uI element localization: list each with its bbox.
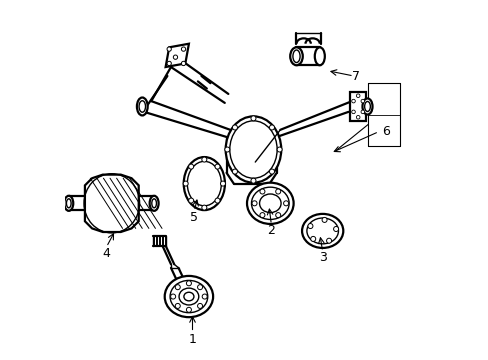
Circle shape: [250, 178, 255, 183]
Circle shape: [356, 94, 359, 98]
Circle shape: [224, 147, 229, 152]
Circle shape: [167, 47, 171, 51]
Ellipse shape: [179, 288, 198, 305]
Circle shape: [202, 157, 206, 162]
Circle shape: [188, 198, 193, 203]
Text: 5: 5: [190, 211, 198, 224]
Circle shape: [215, 164, 220, 169]
Ellipse shape: [302, 214, 343, 248]
Circle shape: [197, 303, 202, 309]
Circle shape: [170, 294, 175, 299]
Circle shape: [307, 224, 312, 229]
Circle shape: [277, 147, 282, 152]
Ellipse shape: [259, 194, 281, 213]
Circle shape: [269, 125, 274, 130]
Circle shape: [181, 61, 185, 66]
Circle shape: [251, 201, 257, 206]
Circle shape: [175, 303, 180, 309]
Circle shape: [202, 205, 206, 210]
Circle shape: [183, 181, 188, 186]
Text: 2: 2: [267, 224, 275, 237]
Circle shape: [220, 181, 225, 186]
Circle shape: [260, 213, 264, 218]
Circle shape: [260, 189, 264, 194]
Circle shape: [232, 169, 237, 174]
Polygon shape: [165, 44, 188, 67]
Text: 4: 4: [102, 247, 110, 260]
Circle shape: [188, 164, 193, 169]
Circle shape: [360, 99, 364, 103]
Circle shape: [283, 201, 288, 206]
Circle shape: [275, 189, 280, 194]
Circle shape: [275, 213, 280, 218]
Circle shape: [167, 61, 171, 66]
Circle shape: [351, 99, 355, 103]
Ellipse shape: [64, 196, 73, 211]
Circle shape: [250, 116, 255, 121]
Circle shape: [175, 285, 180, 290]
Circle shape: [310, 237, 315, 242]
Text: 7: 7: [351, 69, 359, 82]
Circle shape: [181, 47, 185, 51]
Ellipse shape: [137, 98, 147, 116]
Ellipse shape: [290, 47, 302, 65]
Polygon shape: [85, 175, 139, 232]
Circle shape: [356, 116, 359, 119]
Circle shape: [186, 307, 191, 312]
Ellipse shape: [314, 47, 324, 65]
Circle shape: [269, 169, 274, 174]
Circle shape: [197, 285, 202, 290]
Ellipse shape: [362, 98, 372, 114]
Text: 1: 1: [188, 333, 196, 346]
Circle shape: [202, 294, 207, 299]
Circle shape: [333, 226, 338, 231]
Text: 6: 6: [382, 125, 389, 138]
Circle shape: [173, 55, 177, 59]
Text: 3: 3: [319, 251, 326, 264]
Circle shape: [326, 238, 331, 243]
Polygon shape: [349, 92, 366, 121]
Circle shape: [215, 198, 220, 203]
Ellipse shape: [164, 276, 213, 317]
Ellipse shape: [225, 116, 281, 183]
Circle shape: [351, 110, 355, 114]
Circle shape: [360, 110, 364, 114]
Circle shape: [322, 217, 326, 222]
Circle shape: [232, 125, 237, 130]
Ellipse shape: [149, 196, 158, 211]
Ellipse shape: [183, 157, 224, 210]
Circle shape: [186, 281, 191, 286]
Ellipse shape: [246, 183, 293, 224]
